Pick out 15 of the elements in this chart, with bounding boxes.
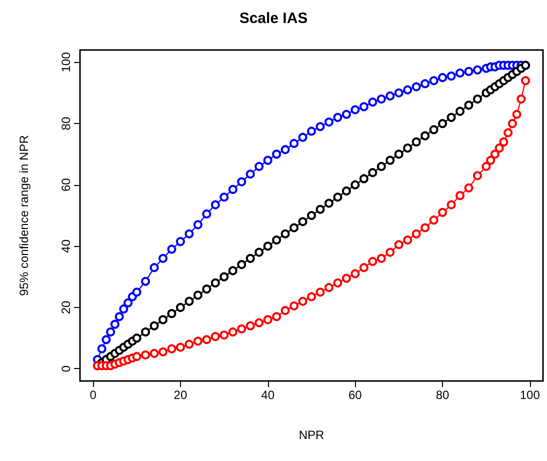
- x-tick-label: 60: [348, 388, 362, 402]
- y-tick-label: 0: [59, 365, 73, 372]
- y-tick-label: 80: [59, 116, 73, 130]
- y-tick-label: 40: [59, 239, 73, 253]
- x-tick-label: 100: [520, 388, 540, 402]
- y-tick-label: 100: [59, 52, 73, 72]
- x-tick-label: 20: [174, 388, 188, 402]
- x-tick-label: 0: [90, 388, 97, 402]
- x-tick-label: 40: [261, 388, 275, 402]
- y-tick-label: 20: [59, 300, 73, 314]
- x-tick-label: 80: [436, 388, 450, 402]
- y-axis-title: 95% confidence range in NPR: [17, 134, 31, 296]
- x-axis-title: NPR: [298, 428, 324, 442]
- chart-title: Scale IAS: [239, 10, 308, 27]
- y-tick-label: 60: [59, 178, 73, 192]
